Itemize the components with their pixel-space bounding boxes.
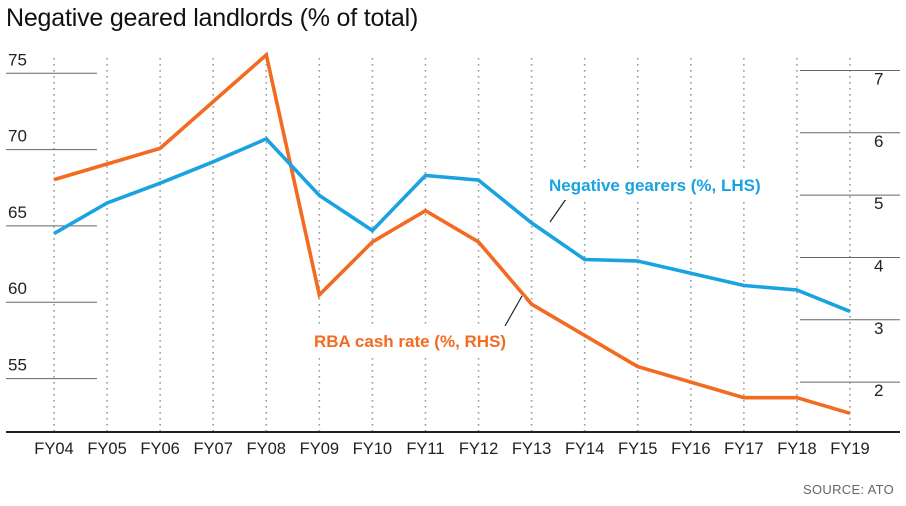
x-tick-label-FY19: FY19 (830, 440, 869, 458)
x-tick-label-FY18: FY18 (777, 440, 816, 458)
negative-gearers-callout-pointer (549, 198, 567, 223)
source-note: SOURCE: ATO (803, 482, 894, 497)
x-tick-label-FY05: FY05 (87, 440, 126, 458)
x-tick-label-FY09: FY09 (300, 440, 339, 458)
rba-cash-rate-callout-pointer (504, 295, 523, 327)
series-callouts: Negative gearers (%, LHS) RBA cash rate (… (308, 170, 781, 356)
x-tick-label-FY08: FY08 (247, 440, 286, 458)
left-tick-label-65: 65 (8, 203, 27, 222)
x-tick-label-FY13: FY13 (512, 440, 551, 458)
right-axis-labels: 2 3 4 5 6 7 (874, 69, 883, 400)
chart-title: Negative geared landlords (% of total) (6, 4, 419, 32)
x-tick-label-FY07: FY07 (193, 440, 232, 458)
rba-cash-rate-callout-box (308, 326, 530, 356)
x-tick-label-FY10: FY10 (353, 440, 392, 458)
left-tick-label-55: 55 (8, 356, 27, 375)
left-tick-label-70: 70 (8, 127, 27, 146)
x-tick-label-FY14: FY14 (565, 440, 604, 458)
negative-gearers-callout-box (543, 170, 781, 200)
right-tick-label-7: 7 (874, 69, 883, 88)
x-tick-label-FY11: FY11 (406, 440, 444, 458)
series-lines (53, 51, 851, 416)
negative-gearers-callout-label: Negative gearers (%, LHS) (549, 176, 761, 195)
rba-cash-rate-callout-label: RBA cash rate (%, RHS) (314, 332, 506, 351)
left-tick-label-75: 75 (8, 50, 27, 69)
axis-tick-marks (6, 69, 900, 383)
left-axis-labels: 55 60 65 70 75 (8, 50, 27, 374)
x-tick-label-FY04: FY04 (34, 440, 73, 458)
negative-gearers-line (53, 136, 851, 314)
vertical-gridlines (53, 58, 851, 432)
right-tick-label-2: 2 (874, 381, 883, 400)
right-tick-label-4: 4 (874, 256, 883, 275)
x-tick-label-FY15: FY15 (618, 440, 657, 458)
right-tick-label-6: 6 (874, 132, 883, 151)
x-tick-label-FY06: FY06 (140, 440, 179, 458)
left-tick-label-60: 60 (8, 279, 27, 298)
x-tick-label-FY17: FY17 (724, 440, 763, 458)
right-tick-label-3: 3 (874, 319, 883, 338)
x-tick-label-FY16: FY16 (671, 440, 710, 458)
x-axis-labels: FY04 FY05 FY06 FY07 FY08 FY09 FY10 FY11 FY12 FY13… (34, 440, 869, 458)
right-tick-label-5: 5 (874, 194, 883, 213)
x-tick-label-FY12: FY12 (459, 440, 498, 458)
rba-cash-rate-line (53, 51, 851, 416)
